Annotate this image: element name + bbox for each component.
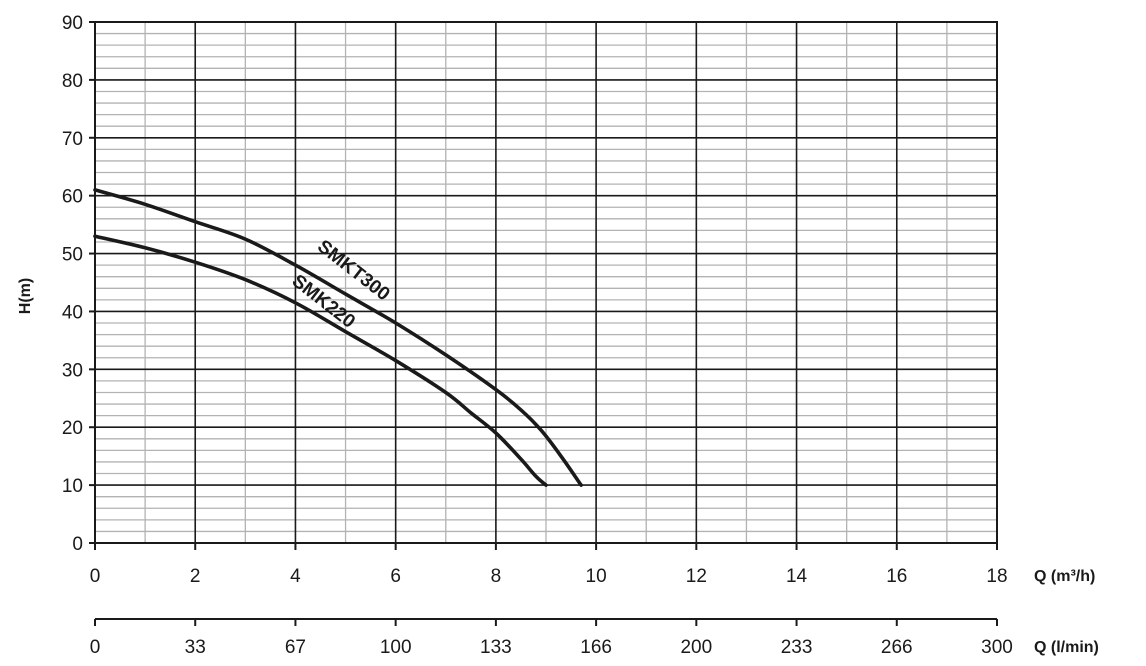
x-tick-label: 18 bbox=[986, 566, 1007, 587]
y-tick-label: 30 bbox=[62, 360, 83, 381]
x2-tick-label: 0 bbox=[90, 637, 101, 658]
minor-grid bbox=[95, 22, 997, 543]
y-tick-label: 60 bbox=[62, 187, 83, 208]
y-tick-label: 90 bbox=[62, 13, 83, 34]
y-axis-title: H(m) bbox=[17, 278, 34, 314]
x2-tick-label: 100 bbox=[380, 637, 412, 658]
x2-axis-title: Q (l/min) bbox=[1034, 639, 1099, 656]
performance-curves bbox=[93, 188, 583, 487]
x2-tick-label: 300 bbox=[981, 637, 1013, 658]
major-grid bbox=[95, 22, 997, 543]
x2-tick-label: 133 bbox=[480, 637, 512, 658]
y-tick-label: 20 bbox=[62, 418, 83, 439]
y-tick-label: 50 bbox=[62, 245, 83, 266]
x-tick-label: 6 bbox=[390, 566, 401, 587]
plot-frame bbox=[94, 21, 998, 544]
y-tick-label: 70 bbox=[62, 129, 83, 150]
y-tick-label: 80 bbox=[62, 71, 83, 92]
series-line-smkt300 bbox=[93, 188, 583, 487]
y-tick-label: 10 bbox=[62, 476, 83, 497]
x2-tick-label: 33 bbox=[185, 637, 206, 658]
x-tick-label: 12 bbox=[686, 566, 707, 587]
x-tick-label: 14 bbox=[786, 566, 808, 587]
x-tick-label: 8 bbox=[491, 566, 502, 587]
x2-tick-label: 166 bbox=[580, 637, 612, 658]
axes bbox=[89, 21, 998, 626]
x-axis-title: Q (m³/h) bbox=[1034, 568, 1095, 585]
x2-tick-label: 266 bbox=[881, 637, 913, 658]
y-tick-label: 0 bbox=[72, 534, 83, 555]
x-tick-label: 10 bbox=[586, 566, 607, 587]
x-tick-label: 16 bbox=[886, 566, 907, 587]
x2-tick-label: 200 bbox=[680, 637, 712, 658]
series-line-smk220 bbox=[93, 234, 548, 487]
x2-tick-label: 233 bbox=[781, 637, 813, 658]
x-tick-label: 4 bbox=[290, 566, 301, 587]
x2-tick-label: 67 bbox=[285, 637, 306, 658]
tick-labels: 0 10 20 30 40 50 60 70 80 90 0 2 4 6 8 10 12 14 16 18 0 33 67 1… bbox=[62, 13, 1013, 658]
x-tick-label: 0 bbox=[90, 566, 101, 587]
y-tick-label: 40 bbox=[62, 302, 83, 323]
x-tick-label: 2 bbox=[190, 566, 201, 587]
